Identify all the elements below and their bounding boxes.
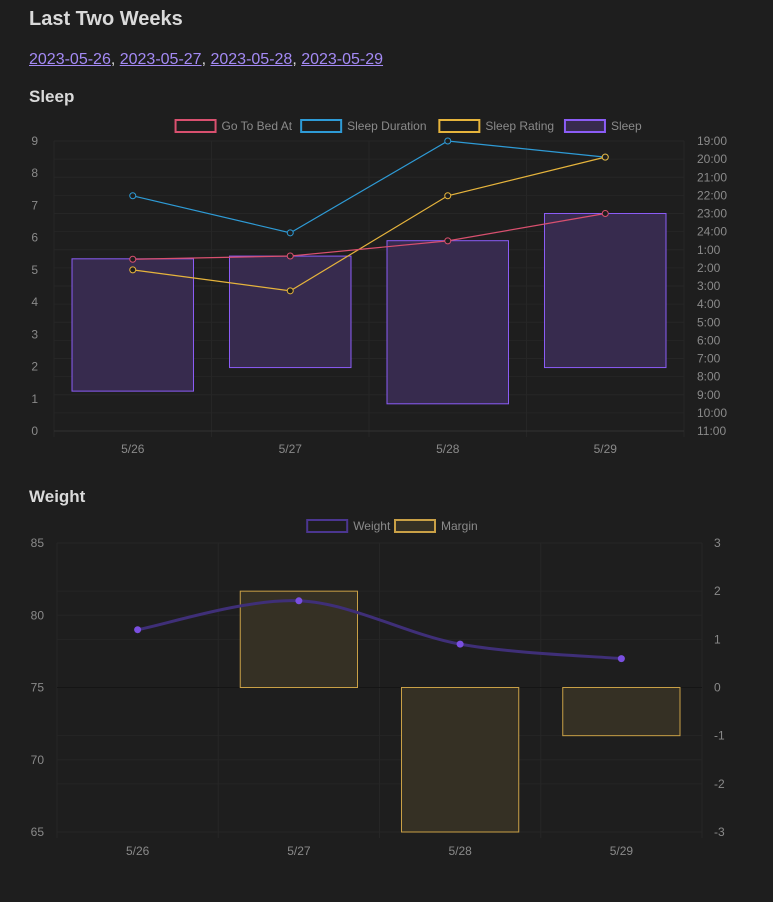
date-link[interactable]: 2023-05-26 — [29, 51, 111, 68]
y2-tick-label: 9:00 — [697, 388, 721, 402]
y-tick-label: 4 — [31, 295, 38, 309]
date-link[interactable]: 2023-05-29 — [301, 51, 384, 68]
y2-tick-label: 2:00 — [697, 261, 721, 275]
x-tick-label: 5/28 — [436, 442, 460, 456]
page-title: Last Two Weeks — [29, 8, 183, 30]
sleep_duration-point — [444, 137, 452, 145]
y2-tick-label: 1:00 — [697, 243, 721, 257]
y-tick-label: 0 — [31, 424, 38, 438]
weight-heading: Weight — [29, 487, 86, 506]
y-tick-label: 7 — [31, 198, 38, 212]
y2-tick-label: -3 — [714, 825, 725, 839]
go_to_bed_at-point — [444, 237, 452, 245]
y2-tick-label: 0 — [714, 681, 721, 695]
legend-swatch — [300, 119, 343, 133]
go_to_bed_at-point — [129, 255, 137, 263]
y2-tick-label: 5:00 — [697, 315, 721, 329]
legend-label: Sleep Duration — [347, 119, 426, 133]
y-tick-label: 5 — [31, 263, 38, 277]
date-link[interactable]: 2023-05-27 — [119, 51, 202, 68]
y-tick-label: 1 — [31, 392, 38, 406]
y-tick-label: 80 — [31, 608, 45, 622]
y2-tick-label: 22:00 — [697, 188, 727, 202]
y-tick-label: 75 — [31, 681, 45, 695]
y2-tick-label: 2 — [714, 584, 721, 598]
y2-tick-label: 7:00 — [697, 352, 721, 366]
x-tick-label: 5/29 — [610, 844, 634, 858]
y-tick-label: 3 — [31, 327, 38, 341]
go_to_bed_at-point — [601, 210, 609, 217]
y2-tick-label: 6:00 — [697, 333, 721, 347]
legend-label: Sleep — [611, 119, 642, 133]
sleep_rating-point — [286, 287, 294, 295]
sleep-bar — [229, 255, 352, 369]
y2-tick-label: 24:00 — [697, 225, 727, 239]
y2-tick-label: 23:00 — [697, 207, 727, 221]
legend-label: Margin — [441, 519, 478, 533]
legend-swatch — [563, 119, 606, 133]
weight-point — [134, 626, 142, 634]
weight-point — [456, 640, 464, 648]
weight-point — [295, 597, 303, 605]
legend-swatch — [394, 519, 436, 533]
sleep-bar — [544, 213, 667, 369]
date-link[interactable]: 2023-05-28 — [210, 51, 293, 68]
margin-bar — [401, 687, 520, 833]
y2-tick-label: 11:00 — [697, 424, 726, 438]
sleep-bar — [71, 258, 194, 392]
y-tick-label: 6 — [31, 231, 38, 245]
sleep_rating-point — [129, 266, 137, 274]
y2-tick-label: 3 — [714, 536, 721, 550]
legend-label: Sleep Rating — [485, 119, 554, 133]
x-tick-label: 5/27 — [279, 442, 303, 456]
y2-tick-label: 20:00 — [697, 152, 727, 166]
y-tick-label: 2 — [31, 360, 38, 374]
y2-tick-label: 4:00 — [697, 297, 721, 311]
weight-line — [137, 599, 622, 661]
y2-tick-label: 21:00 — [697, 170, 727, 184]
y2-tick-label: 3:00 — [697, 279, 721, 293]
legend-swatch — [174, 119, 217, 133]
y2-tick-label: 10:00 — [697, 406, 727, 420]
weight-point — [617, 655, 625, 663]
y-tick-label: 85 — [31, 536, 45, 550]
go_to_bed_at-point — [286, 252, 294, 260]
y2-tick-label: 1 — [714, 632, 721, 646]
legend-swatch — [438, 119, 481, 133]
sleep_duration-point — [286, 229, 294, 237]
y-tick-label: 8 — [31, 166, 38, 180]
margin-bar — [239, 590, 358, 689]
x-tick-label: 5/29 — [594, 442, 618, 456]
sleep_rating-point — [601, 153, 609, 161]
sleep-bar — [386, 240, 509, 405]
y2-tick-label: -1 — [714, 729, 725, 743]
x-tick-label: 5/28 — [448, 844, 472, 858]
y2-tick-label: -2 — [714, 777, 725, 791]
margin-bar — [562, 687, 681, 737]
y-tick-label: 65 — [31, 825, 45, 839]
y2-tick-label: 8:00 — [697, 370, 721, 384]
y2-tick-label: 19:00 — [697, 134, 727, 148]
sleep_rating-line — [132, 156, 606, 292]
y-tick-label: 9 — [31, 134, 38, 148]
legend-label: Go To Bed At — [222, 119, 293, 133]
go_to_bed_at-line — [132, 212, 606, 260]
date-links: 2023-05-26, 2023-05-27, 2023-05-28, 2023… — [29, 51, 384, 68]
sleep-heading: Sleep — [29, 87, 75, 106]
sleep_duration-point — [129, 192, 137, 200]
x-tick-label: 5/26 — [126, 844, 150, 858]
x-tick-label: 5/26 — [121, 442, 145, 456]
sleep-chart: 0 1 2 3 4 5 6 7 8 9 19:00 20:00 21:00 22:00 23:00 24:00… — [31, 119, 727, 456]
sleep_duration-line — [132, 140, 606, 234]
legend-label: Weight — [353, 519, 391, 533]
sleep_rating-point — [444, 192, 452, 200]
legend-swatch — [306, 519, 349, 533]
y-tick-label: 70 — [31, 753, 45, 767]
x-tick-label: 5/27 — [287, 844, 311, 858]
